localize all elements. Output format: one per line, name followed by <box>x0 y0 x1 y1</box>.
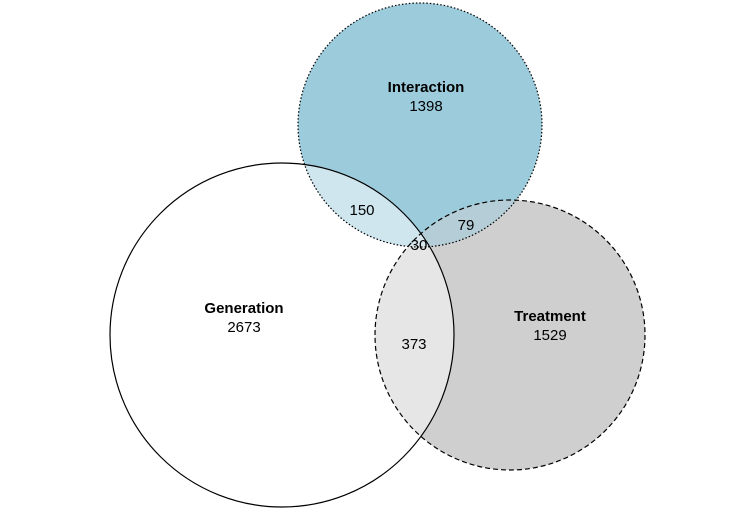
interaction-generation-overlap <box>298 163 454 247</box>
interaction-circle-outline <box>297 2 543 248</box>
interaction-count: 1398 <box>409 98 442 115</box>
generation-count: 2673 <box>227 319 260 336</box>
generation-circle-outline <box>109 162 455 508</box>
generation-treatment-count: 373 <box>401 336 426 353</box>
treatment-circle-fill <box>375 200 645 470</box>
interaction-label: Interaction <box>388 79 465 96</box>
generation-label: Generation <box>204 300 283 317</box>
interaction-generation-count: 150 <box>349 202 374 219</box>
treatment-label: Treatment <box>514 308 586 325</box>
treatment-circle-outline <box>374 199 646 471</box>
all-three-count: 30 <box>411 237 428 254</box>
treatment-count: 1529 <box>533 327 566 344</box>
interaction-treatment-count: 79 <box>458 217 475 234</box>
